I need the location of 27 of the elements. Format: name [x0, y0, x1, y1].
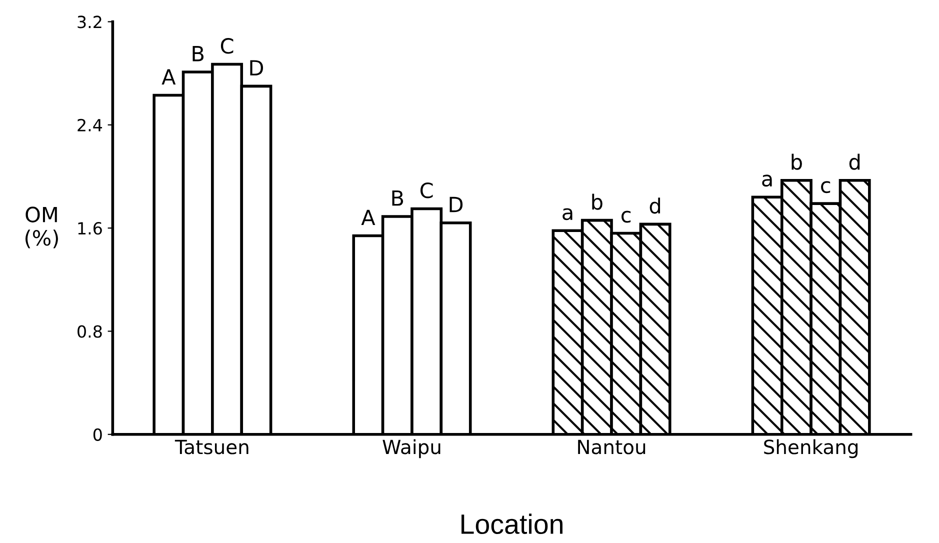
data-label: b — [592, 194, 602, 210]
y-tick-label: 0 — [93, 428, 102, 441]
y-tick-label: 2.4 — [78, 118, 102, 132]
data-label: D — [450, 196, 463, 212]
data-label: A — [361, 210, 376, 226]
x-tick-label: Shenkang — [764, 439, 858, 458]
x-tick-label: Tatsuen — [174, 440, 248, 454]
data-label: c — [622, 210, 631, 223]
data-label: b — [792, 154, 802, 170]
data-label: C — [420, 182, 433, 198]
data-label: c — [821, 181, 830, 194]
y-tick-label: 0.8 — [78, 325, 102, 338]
y-tick-label: 3.2 — [78, 16, 102, 28]
data-label: C — [220, 38, 234, 54]
data-label: B — [392, 190, 404, 206]
data-label: d — [650, 198, 660, 214]
data-label: B — [192, 46, 204, 62]
y-tick-label: 1.6 — [78, 222, 102, 235]
x-tick-label: Waipu — [382, 439, 440, 458]
data-label: a — [762, 174, 772, 187]
x-tick-label: Nantou — [578, 440, 646, 454]
y-axis-title: OM (%) — [25, 206, 58, 248]
data-label: d — [849, 154, 860, 170]
data-label: a — [562, 208, 572, 220]
data-label: A — [162, 69, 176, 84]
x-axis-title: Location — [462, 514, 562, 534]
data-label: D — [250, 60, 264, 76]
